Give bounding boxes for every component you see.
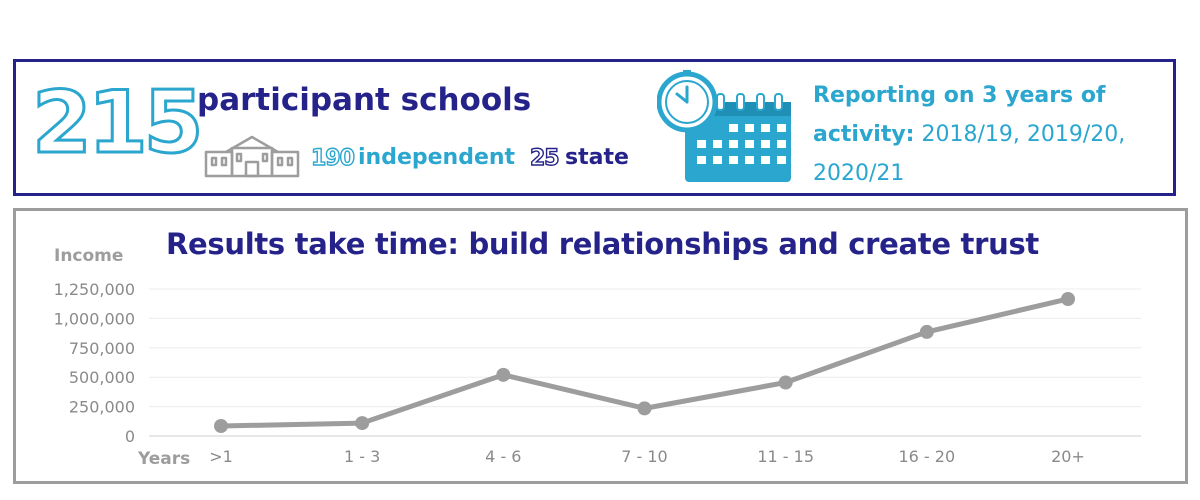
chart-title: Results take time: build relationships a… [166, 227, 1039, 261]
data-point [919, 324, 934, 339]
state-label: state [565, 145, 629, 170]
income-line-chart: 0 250,000 500,000 750,000 1,000,000 1,250,000… [54, 246, 1141, 469]
x-tick-label: 4 - 6 [485, 447, 521, 466]
reporting-heading: Reporting on 3 years of activity: [813, 83, 1106, 147]
y-tick-label: 1,250,000 [54, 280, 135, 299]
y-tick-label: 250,000 [69, 398, 135, 417]
clock-icon [657, 70, 718, 133]
school-building-icon [204, 135, 300, 178]
independent-label: independent [358, 145, 516, 170]
y-tick-label: 1,000,000 [54, 309, 135, 328]
x-tick-label: 7 - 10 [621, 447, 667, 466]
chart-panel: 0 250,000 500,000 750,000 1,000,000 1,250,000… [13, 208, 1188, 484]
data-point [1061, 291, 1075, 306]
x-tick-label: 11 - 15 [757, 447, 814, 466]
data-point [355, 416, 370, 431]
y-tick-label: 500,000 [69, 368, 135, 387]
participants-title: participant schools [197, 82, 532, 118]
x-tick-label: >1 [209, 447, 233, 466]
total-schools-number: 215 [31, 73, 206, 173]
stats-panel: 215 participant schools 190 independent … [13, 59, 1176, 196]
x-tick-label: 20+ [1051, 447, 1085, 466]
data-point [214, 419, 228, 434]
y-axis-title: Income [54, 246, 123, 266]
x-axis-title: Years [137, 449, 190, 469]
calendar-icon [657, 70, 791, 182]
y-tick-label: 750,000 [69, 339, 135, 358]
y-tick-label: 0 [125, 427, 135, 446]
reporting-text: Reporting on 3 years of activity: 2018/1… [813, 76, 1153, 193]
independent-count: 190 [310, 145, 355, 171]
state-count: 25 [529, 145, 560, 171]
reporting-years: 2018/19, 2019/20, 2020/21 [813, 122, 1126, 186]
data-point [496, 367, 511, 382]
data-point [637, 401, 652, 416]
data-point [778, 375, 793, 390]
x-tick-label: 16 - 20 [898, 447, 955, 466]
x-tick-label: 1 - 3 [344, 447, 380, 466]
